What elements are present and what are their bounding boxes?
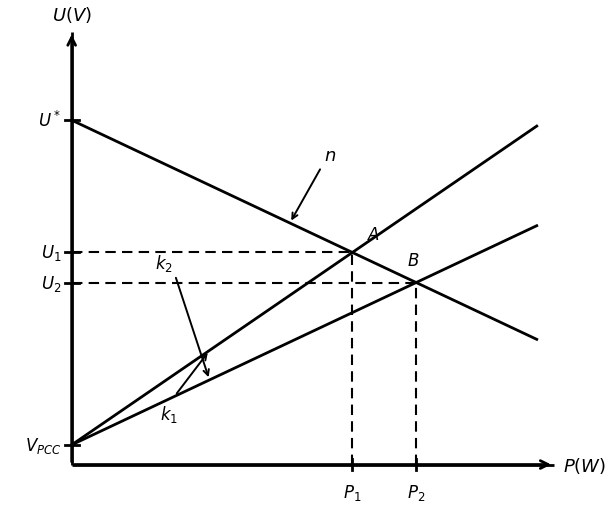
Text: $n$: $n$	[324, 147, 337, 165]
Text: $U(V)$: $U(V)$	[52, 5, 92, 25]
Text: $P(W)$: $P(W)$	[563, 455, 606, 474]
Text: $U_1$: $U_1$	[41, 243, 61, 263]
Text: $P_1$: $P_1$	[343, 482, 362, 502]
Text: $P_2$: $P_2$	[407, 482, 425, 502]
Text: $k_1$: $k_1$	[160, 403, 178, 424]
Text: $V_{PCC}$: $V_{PCC}$	[25, 435, 61, 455]
Text: $k_2$: $k_2$	[155, 252, 172, 273]
Text: $B$: $B$	[407, 251, 420, 269]
Text: $U_2$: $U_2$	[41, 273, 61, 293]
Text: $A$: $A$	[367, 225, 380, 243]
Text: $U^*$: $U^*$	[38, 111, 61, 131]
